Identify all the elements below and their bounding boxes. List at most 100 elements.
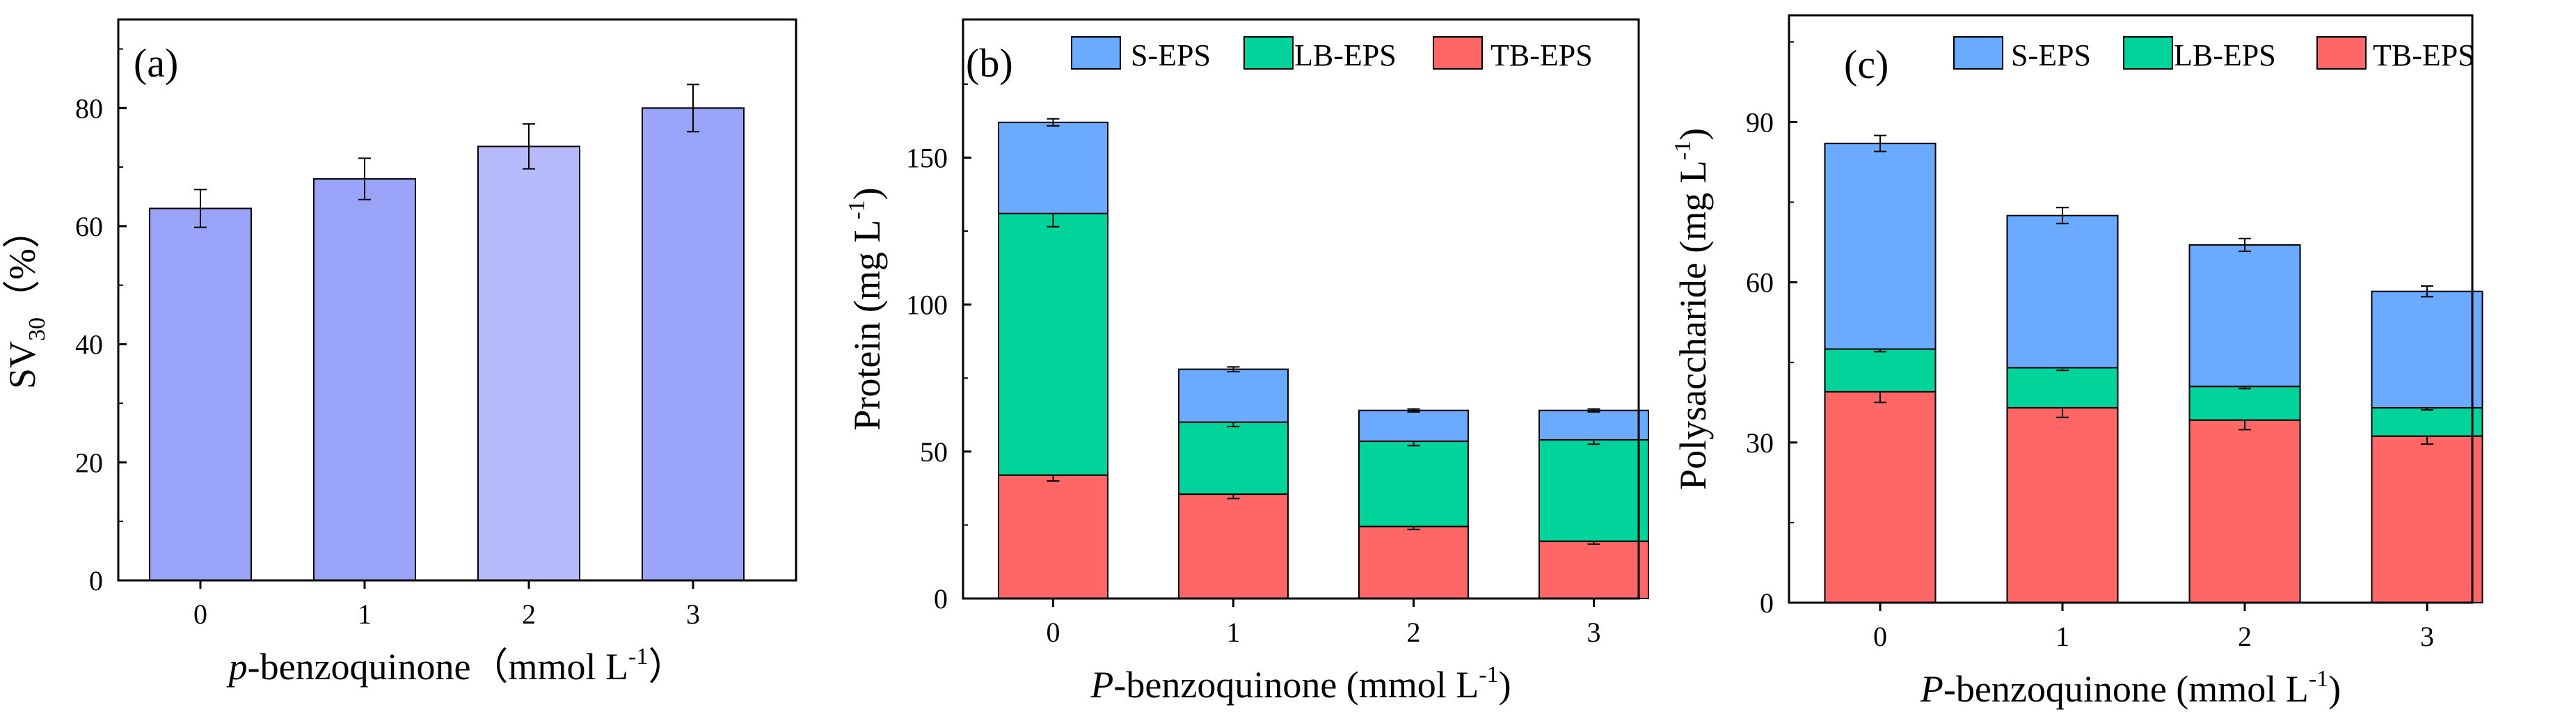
y-tick-label: 30 [1746,427,1774,459]
bar-segment-s-eps-0 [998,121,1108,214]
x-tick-label: 0 [193,599,207,630]
y-tick-label: 90 [1746,106,1774,138]
panel-label: (a) [134,40,178,86]
y-axis-title: Protein (mg L-1) [844,187,888,430]
legend-swatch-lb-eps [2123,36,2173,70]
panel-label: (c) [1844,42,1889,87]
x-tick-label: 1 [358,599,372,630]
legend-swatch-tb-eps [1433,36,1483,70]
bar-segment-tb-eps-1 [2006,406,2119,603]
bar-0 [149,207,252,581]
legend-swatch-s-eps [1953,36,2003,70]
y-tick-label: 60 [1746,267,1774,299]
plot-frame [962,18,1640,600]
plot-frame [117,18,797,582]
x-tick-label: 2 [1407,617,1421,648]
x-tick-label: 0 [1047,617,1060,648]
bar-3 [642,107,745,581]
bar-2 [477,145,580,581]
x-tick-label: 2 [2238,621,2252,652]
x-tick-label: 0 [1873,621,1887,652]
y-tick-label: 40 [75,329,103,360]
x-tick-label: 3 [2420,621,2434,652]
bar-segment-s-eps-3 [1539,409,1649,441]
panel-a: 0 20 40 60 80 0 1 2 3 (a) p-benzoquinone（mmol L-1）… [1,18,797,688]
y-axis-title-sup: -1 [1670,141,1696,160]
bar-1 [313,178,416,581]
y-axis-title-rest: （%） [1,211,43,317]
x-axis-title: p-benzoquinone（mmol L-1） [226,644,686,688]
y-tick-label: 0 [89,565,103,596]
bar-segment-s-eps-0 [1824,143,1937,350]
x-axis-title-italic: P [1920,668,1943,710]
bar-segment-lb-eps-0 [1824,348,1937,393]
x-tick-label: 3 [1587,617,1601,648]
y-tick-label: 150 [906,142,948,173]
y-tick-label: 50 [920,436,948,468]
x-tick-label: 3 [686,599,700,630]
y-axis-title-close: ) [1672,128,1714,141]
y-axis-title-sup: -1 [844,200,870,219]
bar-segment-tb-eps-1 [1178,493,1289,599]
legend-label-lb-eps: LB-EPS [1294,38,1397,72]
y-tick-label: 20 [75,447,103,478]
y-axis-title: SV30（%） [1,211,50,389]
legend-label-lb-eps: LB-EPS [2174,38,2276,72]
y-axis-title-text: SV [1,341,43,389]
legend-label-tb-eps: TB-EPS [1490,38,1593,72]
legend-label-s-eps: S-EPS [2011,38,2091,72]
plot-frame [1788,14,2474,604]
x-axis-title-text: -benzoquinone（mmol L [248,646,628,688]
bar-segment-tb-eps-3 [1539,540,1649,599]
bar-segment-lb-eps-2 [1358,441,1469,528]
x-axis-title-sup: -1 [2309,666,2328,692]
y-axis-title-sub: 30 [24,317,50,341]
y-axis-title: Polysaccharide (mg L-1) [1670,128,1714,490]
bar-segment-tb-eps-0 [1824,390,1937,603]
panel-label: (b) [966,40,1013,86]
y-axis-title-close: ) [846,187,888,200]
y-tick-label: 80 [75,93,103,124]
x-axis-title-text: -benzoquinone (mmol L [1113,664,1479,706]
y-axis-title-text: Polysaccharide (mg L [1672,160,1714,490]
x-axis-title-close: ) [1499,664,1511,706]
x-axis-title-italic: p [226,646,248,688]
x-axis-title-close: ） [648,646,685,688]
legend-swatch-tb-eps [2316,36,2367,70]
bar-segment-lb-eps-0 [998,212,1108,476]
legend-swatch-s-eps [1071,36,1121,70]
bar-segment-tb-eps-2 [1358,525,1469,599]
x-axis-title-italic: P [1090,664,1113,706]
x-axis-title: P-benzoquinone (mmol L-1) [1090,662,1511,706]
x-axis-title-close: ) [2328,668,2341,710]
x-axis-title: P-benzoquinone (mmol L-1) [1920,666,2341,710]
legend-swatch-lb-eps [1243,36,1294,70]
legend-label-tb-eps: TB-EPS [2373,38,2475,72]
x-axis-title-sup: -1 [628,644,648,670]
bar-segment-tb-eps-0 [998,474,1108,599]
x-tick-label: 1 [2056,621,2069,652]
bar-segment-lb-eps-2 [2188,386,2301,421]
bar-segment-s-eps-1 [1178,368,1289,423]
bar-segment-s-eps-2 [1358,409,1469,443]
bar-segment-tb-eps-3 [2371,435,2483,603]
bar-segment-lb-eps-3 [1539,438,1649,542]
bar-segment-tb-eps-2 [2188,419,2301,603]
bar-segment-lb-eps-1 [1178,421,1289,496]
x-axis-title-text: -benzoquinone (mmol L [1943,668,2309,710]
y-axis-title-text: Protein (mg L [846,220,888,431]
legend-label-s-eps: S-EPS [1131,38,1211,72]
x-tick-label: 2 [522,599,536,630]
x-axis-title-sup: -1 [1479,662,1498,688]
y-tick-label: 60 [75,211,103,242]
y-tick-label: 0 [934,583,948,615]
x-tick-label: 1 [1227,617,1241,648]
bar-segment-s-eps-2 [2188,244,2301,388]
bar-segment-lb-eps-3 [2371,406,2483,437]
bar-segment-s-eps-1 [2006,214,2119,369]
bar-segment-s-eps-3 [2371,290,2483,409]
y-tick-label: 0 [1760,587,1774,619]
